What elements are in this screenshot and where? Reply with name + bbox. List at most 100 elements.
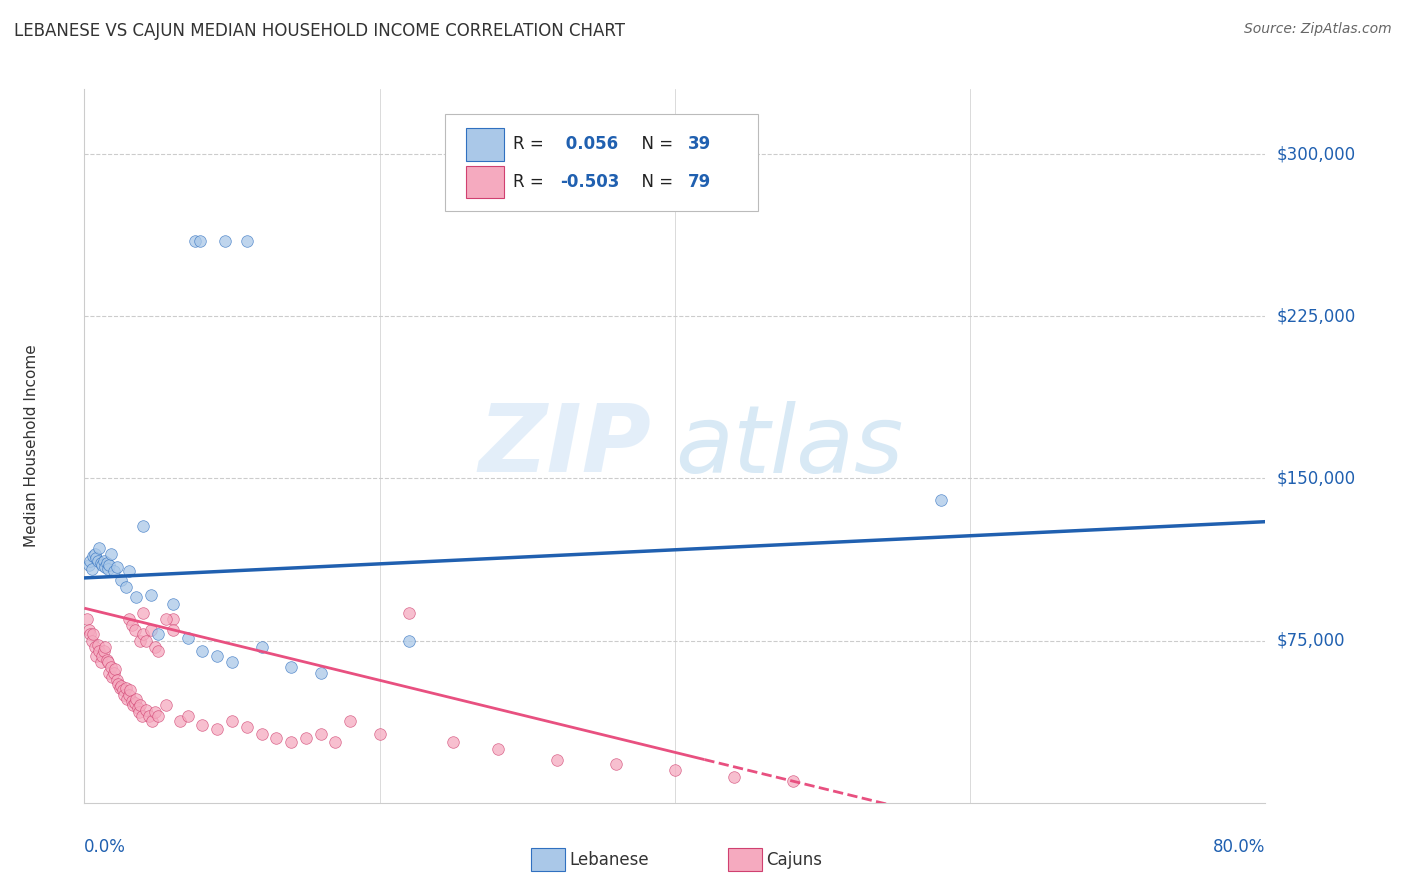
FancyBboxPatch shape (465, 128, 503, 161)
FancyBboxPatch shape (444, 114, 758, 211)
Text: Lebanese: Lebanese (569, 851, 650, 869)
Point (79, 553, 101, 567)
Point (139, 623, 162, 637)
Point (605, 756, 627, 771)
Point (90, 655, 112, 669)
Point (103, 565, 125, 579)
Text: N =: N = (631, 136, 679, 153)
Point (280, 659, 302, 673)
Text: N =: N = (631, 173, 679, 191)
Point (118, 565, 141, 579)
Point (132, 606, 155, 620)
Point (280, 735, 302, 749)
Point (132, 627, 155, 641)
Point (101, 670, 124, 684)
Point (125, 692, 148, 706)
Text: Median Household Income: Median Household Income (24, 344, 39, 548)
Point (93, 644, 115, 658)
Point (82, 549, 104, 564)
Point (114, 681, 136, 696)
Point (221, 714, 243, 728)
Point (94, 640, 117, 654)
Point (105, 560, 128, 574)
Point (250, 726, 273, 740)
Point (80, 633, 103, 648)
Point (76, 612, 98, 626)
Point (162, 612, 184, 626)
Point (84, 551, 107, 566)
Text: LEBANESE VS CAJUN MEDIAN HOUSEHOLD INCOME CORRELATION CHART: LEBANESE VS CAJUN MEDIAN HOUSEHOLD INCOM… (14, 22, 626, 40)
Point (121, 694, 143, 708)
Point (148, 709, 170, 723)
Text: 0.0%: 0.0% (84, 838, 127, 856)
Point (339, 714, 361, 728)
Point (91, 558, 114, 572)
Point (169, 714, 191, 728)
Point (664, 764, 686, 778)
Point (84, 648, 107, 663)
Point (143, 640, 166, 654)
Point (143, 705, 166, 719)
Point (309, 726, 332, 740)
Text: atlas: atlas (675, 401, 903, 491)
Point (94, 560, 117, 574)
Point (188, 234, 211, 248)
Point (162, 623, 184, 637)
Point (129, 633, 152, 648)
Point (107, 677, 129, 691)
Point (205, 723, 228, 737)
Point (155, 612, 177, 626)
Text: -0.503: -0.503 (561, 173, 620, 191)
Point (87, 541, 111, 555)
Point (115, 692, 138, 706)
Point (118, 612, 141, 626)
Point (141, 714, 163, 728)
Point (132, 519, 155, 533)
Point (782, 774, 804, 789)
Point (148, 644, 170, 658)
Point (155, 698, 177, 713)
Point (86, 553, 108, 567)
Point (135, 703, 157, 717)
Text: $75,000: $75,000 (1277, 632, 1346, 649)
Text: $225,000: $225,000 (1277, 307, 1355, 326)
Point (111, 683, 134, 698)
Point (127, 700, 149, 714)
Point (398, 606, 420, 620)
Text: 80.0%: 80.0% (1213, 838, 1265, 856)
Point (80, 562, 103, 576)
Point (110, 573, 132, 587)
Point (398, 633, 420, 648)
Point (486, 741, 509, 756)
Point (100, 659, 122, 673)
Point (91, 648, 114, 663)
Text: ZIP: ZIP (478, 400, 651, 492)
Text: 39: 39 (688, 136, 711, 153)
Point (112, 688, 135, 702)
Point (162, 597, 184, 611)
Point (77, 623, 100, 637)
Point (96, 556, 118, 570)
Point (368, 726, 391, 740)
Point (177, 709, 200, 723)
Point (83, 547, 105, 561)
Point (177, 632, 200, 646)
Point (139, 588, 162, 602)
Point (184, 234, 207, 248)
Point (98, 558, 121, 572)
Point (114, 580, 136, 594)
Point (104, 662, 127, 676)
Text: $150,000: $150,000 (1277, 469, 1355, 487)
Text: Cajuns: Cajuns (766, 851, 823, 869)
Text: 0.056: 0.056 (561, 136, 619, 153)
Point (98, 666, 121, 681)
Point (235, 234, 259, 248)
Point (108, 681, 131, 696)
Point (120, 683, 142, 698)
Point (110, 679, 132, 693)
Point (100, 547, 122, 561)
Point (221, 655, 243, 669)
Point (138, 709, 160, 723)
Point (546, 753, 568, 767)
Point (205, 648, 228, 663)
